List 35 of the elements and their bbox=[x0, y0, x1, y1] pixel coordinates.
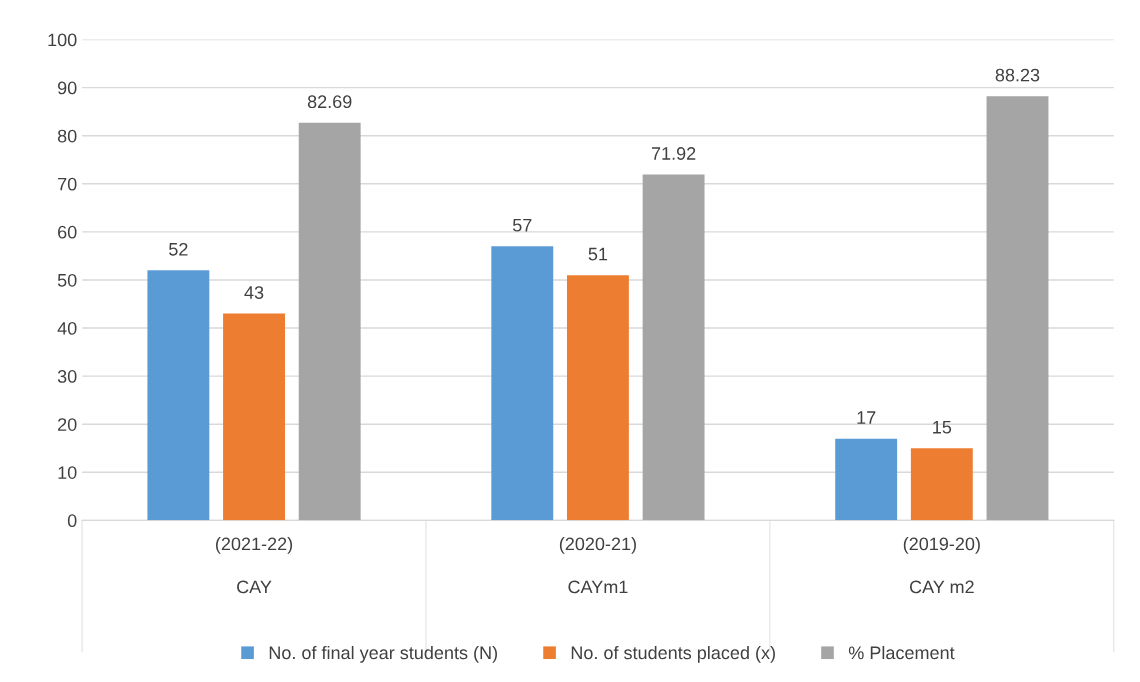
data-label: 71.92 bbox=[651, 147, 696, 160]
category-label: (2020-21) CAYm1 bbox=[559, 537, 636, 594]
y-tick-label: 40 bbox=[57, 321, 77, 335]
bar bbox=[491, 246, 554, 521]
y-tick-label: 100 bbox=[48, 33, 77, 47]
bar bbox=[642, 174, 705, 521]
y-tick-label: 10 bbox=[58, 466, 77, 480]
bar bbox=[566, 275, 629, 521]
bar bbox=[223, 313, 285, 521]
data-label: 82.69 bbox=[307, 95, 352, 109]
bar bbox=[986, 96, 1049, 521]
data-label: 88.23 bbox=[995, 68, 1040, 82]
y-tick-label: 30 bbox=[57, 370, 77, 383]
data-label: 51 bbox=[588, 247, 608, 261]
data-label: 15 bbox=[933, 420, 952, 434]
data-label: 17 bbox=[857, 411, 876, 424]
y-tick-label: 50 bbox=[57, 273, 77, 287]
data-label: 57 bbox=[512, 219, 532, 232]
bar bbox=[835, 438, 898, 521]
y-tick-label: 80 bbox=[57, 129, 77, 143]
category-label: (2019-20) CAY m2 bbox=[903, 537, 980, 594]
legend-label: No. of final year students (N) bbox=[269, 645, 497, 663]
y-tick-label: 20 bbox=[58, 418, 77, 431]
bar bbox=[147, 270, 210, 521]
bar bbox=[298, 122, 361, 521]
y-tick-label: 0 bbox=[67, 514, 77, 528]
data-label: 52 bbox=[169, 242, 188, 256]
y-tick-label: 60 bbox=[58, 225, 77, 239]
y-tick-label: 90 bbox=[57, 81, 77, 95]
category-label: (2021-22) CAY bbox=[216, 537, 293, 594]
data-label: 43 bbox=[244, 286, 264, 299]
bar bbox=[910, 448, 973, 521]
legend-label: % Placement bbox=[848, 645, 955, 660]
legend-label: No. of students placed (x) bbox=[571, 645, 775, 663]
y-tick-label: 70 bbox=[58, 177, 77, 191]
